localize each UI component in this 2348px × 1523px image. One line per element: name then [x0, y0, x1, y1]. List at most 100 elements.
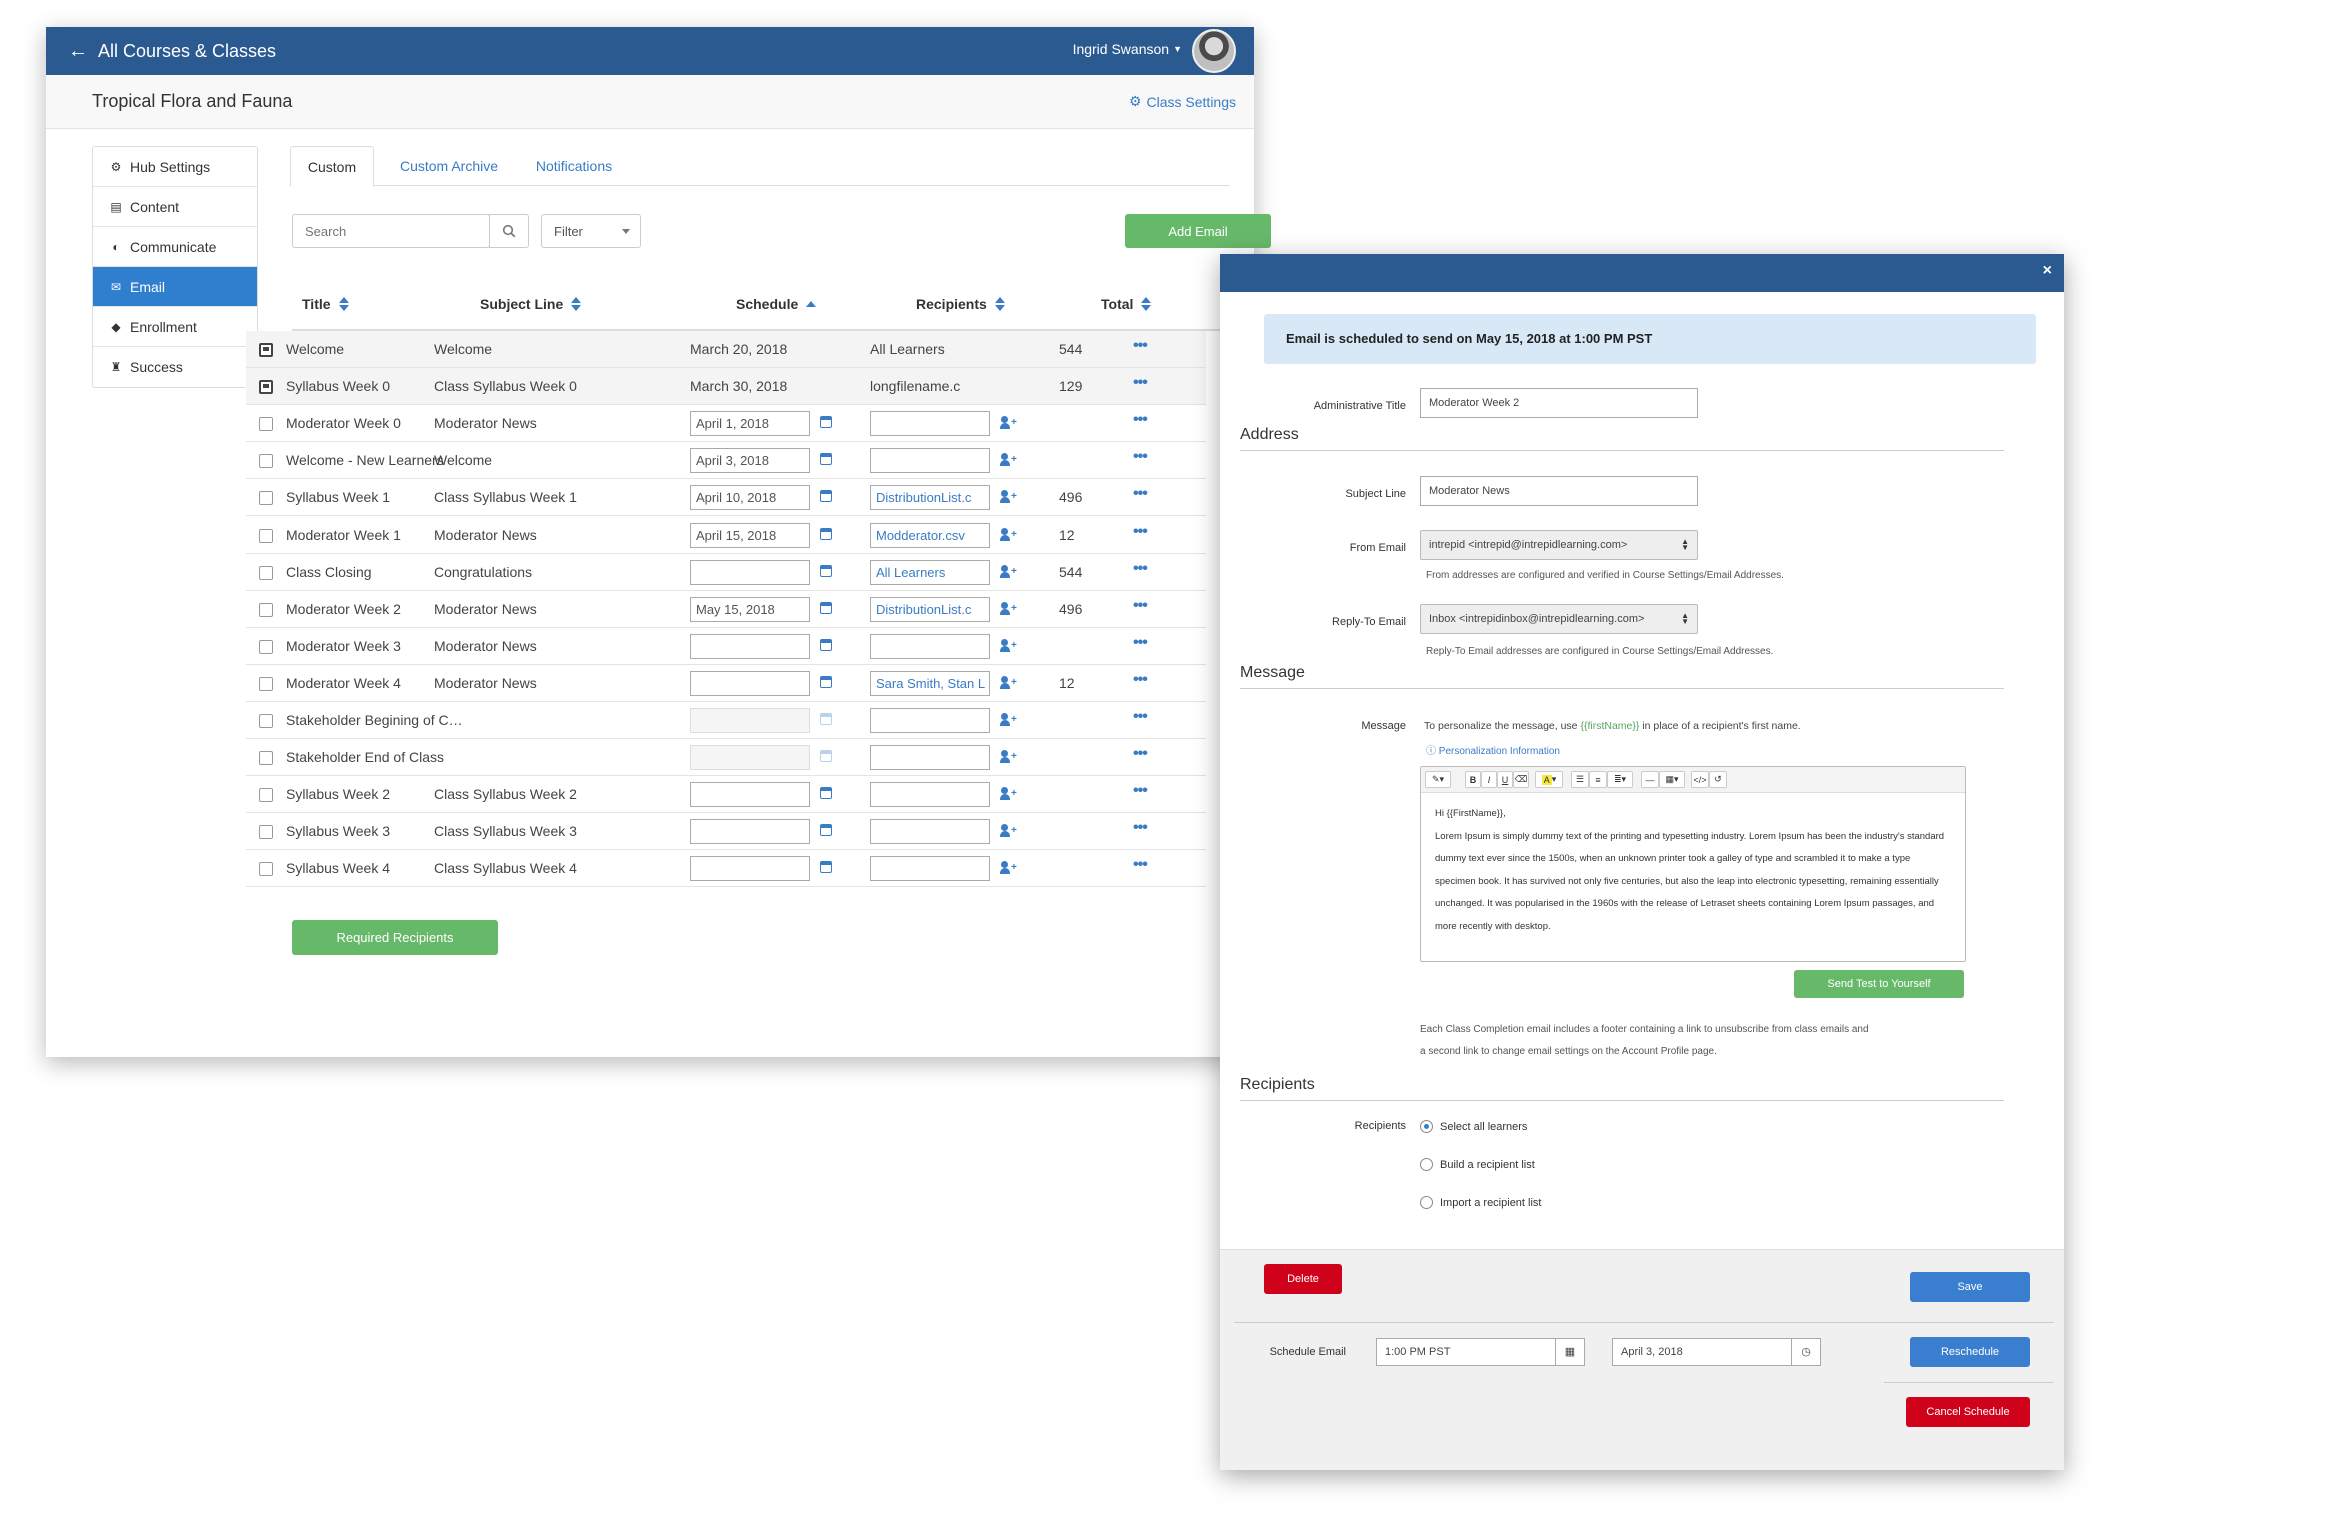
- schedule-date-input[interactable]: May 15, 2018: [690, 596, 810, 622]
- more-options-icon[interactable]: •••: [1133, 633, 1148, 651]
- more-options-icon[interactable]: •••: [1133, 596, 1148, 614]
- add-recipient-icon[interactable]: +: [1000, 713, 1017, 726]
- schedule-date-input[interactable]: [690, 633, 810, 659]
- add-recipient-icon[interactable]: +: [1000, 453, 1017, 467]
- reply-to-select[interactable]: Inbox <intrepidinbox@intrepidlearning.co…: [1420, 604, 1698, 634]
- row-checkbox[interactable]: [259, 528, 273, 543]
- recipients-input[interactable]: [870, 411, 990, 437]
- calendar-icon[interactable]: [820, 527, 832, 540]
- sidebar-item-content[interactable]: ▤ Content: [93, 187, 257, 227]
- table-row[interactable]: Syllabus Week 4 Class Syllabus Week 4 + •••: [246, 850, 1206, 888]
- tab-notifications[interactable]: Notifications: [535, 158, 613, 174]
- table-row[interactable]: Welcome Welcome March 20, 2018 All Learners…: [246, 331, 1206, 368]
- underline-icon[interactable]: U: [1497, 771, 1513, 788]
- horizontal-rule-icon[interactable]: —: [1641, 771, 1659, 788]
- more-options-icon[interactable]: •••: [1133, 708, 1148, 725]
- add-recipient-icon[interactable]: +: [1000, 490, 1017, 504]
- calendar-icon[interactable]: [820, 453, 832, 466]
- table-row[interactable]: Moderator Week 3 Moderator News + •••: [246, 628, 1206, 665]
- table-row[interactable]: Moderator Week 1 Moderator News April 15, …: [246, 517, 1206, 554]
- delete-button[interactable]: Delete: [1264, 1264, 1342, 1294]
- more-options-icon[interactable]: •••: [1133, 670, 1148, 688]
- recipients-input[interactable]: Modderator.csv: [870, 522, 990, 548]
- more-options-icon[interactable]: •••: [1133, 819, 1148, 837]
- avatar[interactable]: [1192, 29, 1236, 73]
- column-recipients[interactable]: Recipients: [916, 296, 1005, 312]
- add-recipient-icon[interactable]: +: [1000, 861, 1017, 875]
- row-checkbox[interactable]: [259, 639, 273, 654]
- required-recipients-button[interactable]: Required Recipients: [292, 920, 498, 955]
- row-checkbox[interactable]: [259, 602, 273, 617]
- add-recipient-icon[interactable]: +: [1000, 564, 1017, 578]
- calendar-icon[interactable]: [820, 675, 832, 688]
- column-title[interactable]: Title: [302, 296, 349, 312]
- row-checkbox[interactable]: [259, 454, 273, 469]
- add-recipient-icon[interactable]: +: [1000, 527, 1017, 541]
- row-checkbox[interactable]: [259, 380, 273, 395]
- more-options-icon[interactable]: •••: [1133, 485, 1148, 503]
- recipients-input[interactable]: DistributionList.c: [870, 596, 990, 622]
- schedule-date-input[interactable]: [690, 856, 810, 882]
- more-options-icon[interactable]: •••: [1133, 522, 1148, 540]
- table-row[interactable]: Moderator Week 4 Moderator News Sara Smith…: [246, 665, 1206, 702]
- message-editor[interactable]: ✎▾ B I U ⌫ A ▾ ☰ ≡ ≣▾ — ▦▾ </> ↺ Hi {{Fir…: [1420, 766, 1966, 962]
- schedule-date-input[interactable]: [690, 708, 810, 733]
- add-recipient-icon[interactable]: +: [1000, 601, 1017, 615]
- admin-title-field[interactable]: Moderator Week 2: [1420, 388, 1698, 418]
- add-recipient-icon[interactable]: +: [1000, 787, 1017, 801]
- column-total[interactable]: Total: [1101, 296, 1152, 312]
- back-to-courses-link[interactable]: ← All Courses & Classes: [68, 37, 276, 65]
- table-icon[interactable]: ▦▾: [1659, 771, 1685, 788]
- schedule-date-input[interactable]: April 10, 2018: [690, 485, 810, 511]
- more-options-icon[interactable]: •••: [1133, 559, 1148, 577]
- calendar-icon[interactable]: [820, 638, 832, 651]
- recipients-input[interactable]: All Learners: [870, 559, 990, 585]
- row-checkbox[interactable]: [259, 825, 273, 840]
- add-email-button[interactable]: Add Email: [1125, 214, 1271, 248]
- more-options-icon[interactable]: •••: [1133, 448, 1148, 466]
- schedule-date-input[interactable]: April 15, 2018: [690, 522, 810, 548]
- sidebar-item-communicate[interactable]: ◐ Communicate: [93, 227, 257, 267]
- radio-select-all-learners[interactable]: [1420, 1120, 1433, 1133]
- calendar-icon[interactable]: [820, 750, 832, 763]
- row-checkbox[interactable]: [259, 788, 273, 803]
- schedule-date-input[interactable]: [690, 819, 810, 845]
- row-checkbox[interactable]: [259, 343, 273, 357]
- row-checkbox[interactable]: [259, 676, 273, 691]
- schedule-date-input[interactable]: [690, 670, 810, 696]
- table-row[interactable]: Syllabus Week 0 Class Syllabus Week 0 Marc…: [246, 368, 1206, 406]
- personalization-info-link[interactable]: ⓘ Personalization Information: [1426, 746, 1560, 757]
- table-row[interactable]: Moderator Week 0 Moderator News April 1, 2…: [246, 405, 1206, 443]
- radio-import-recipient-list[interactable]: [1420, 1196, 1433, 1209]
- recipients-input[interactable]: Sara Smith, Stan L: [870, 670, 990, 696]
- table-row[interactable]: Stakeholder Begining of C… + •••: [246, 702, 1206, 739]
- row-checkbox[interactable]: [259, 862, 273, 877]
- style-icon[interactable]: ✎▾: [1425, 771, 1451, 788]
- recipients-input[interactable]: [870, 856, 990, 882]
- schedule-time-field[interactable]: 1:00 PM PST: [1376, 1338, 1556, 1366]
- sidebar-item-email[interactable]: ✉ Email: [93, 267, 257, 307]
- calendar-icon[interactable]: [820, 713, 832, 725]
- sidebar-item-enrollment[interactable]: ◆ Enrollment: [93, 307, 257, 347]
- send-test-button[interactable]: Send Test to Yourself: [1794, 970, 1964, 998]
- schedule-date-input[interactable]: April 1, 2018: [690, 411, 810, 437]
- row-checkbox[interactable]: [259, 565, 273, 580]
- table-row[interactable]: Welcome - New Learners Welcome April 3, 20…: [246, 442, 1206, 480]
- search-button[interactable]: [489, 214, 529, 248]
- code-view-icon[interactable]: </>: [1691, 771, 1709, 788]
- user-menu[interactable]: Ingrid Swanson ▼: [1073, 41, 1182, 57]
- calendar-icon[interactable]: [820, 601, 832, 614]
- row-checkbox[interactable]: [259, 751, 273, 766]
- eraser-icon[interactable]: ⌫: [1513, 771, 1529, 788]
- recipients-input[interactable]: [870, 819, 990, 845]
- table-row[interactable]: Syllabus Week 2 Class Syllabus Week 2 + •••: [246, 776, 1206, 814]
- italic-icon[interactable]: I: [1481, 771, 1497, 788]
- close-icon[interactable]: ×: [2042, 262, 2052, 279]
- row-checkbox[interactable]: [259, 714, 273, 728]
- schedule-date-input[interactable]: [690, 782, 810, 808]
- save-button[interactable]: Save: [1910, 1272, 2030, 1302]
- radio-build-recipient-list[interactable]: [1420, 1158, 1433, 1171]
- clock-icon[interactable]: ◷: [1791, 1338, 1821, 1366]
- sidebar-item-success[interactable]: ♜ Success: [93, 347, 257, 387]
- ordered-list-icon[interactable]: ≡: [1589, 771, 1607, 788]
